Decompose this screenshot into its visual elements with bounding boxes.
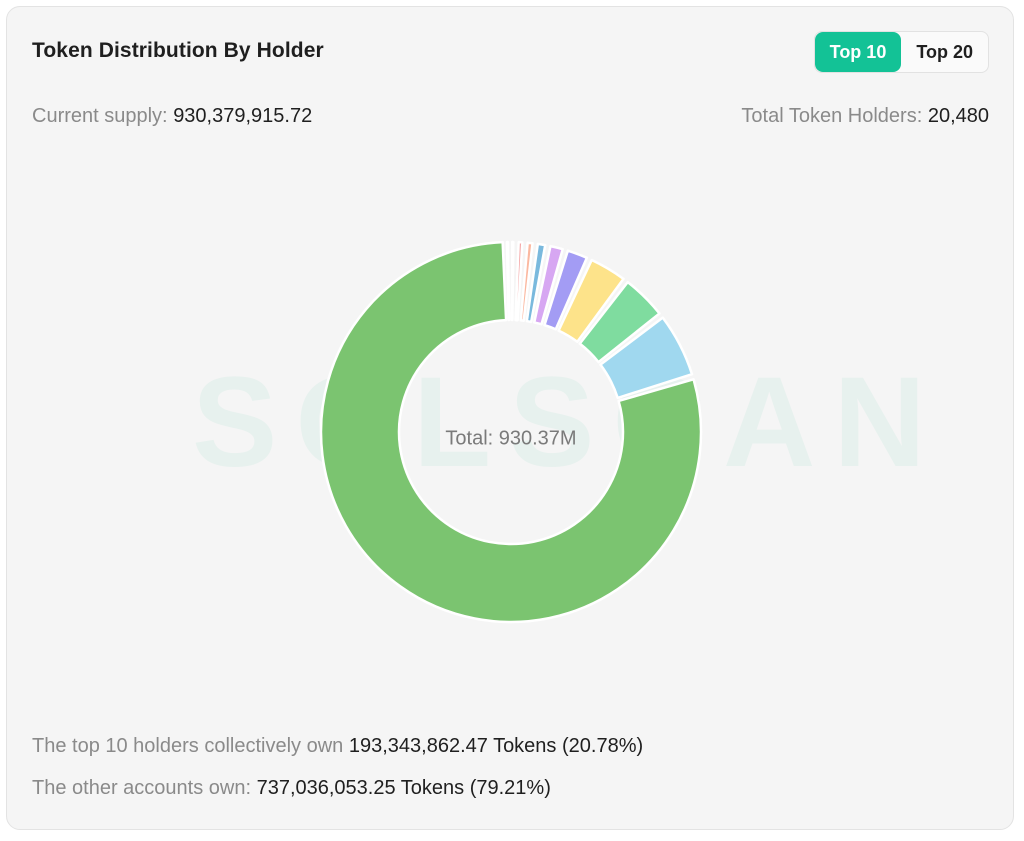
other-accounts-value: 737,036,053.25 Tokens (79.21%): [256, 777, 551, 799]
top-holders-summary: The top 10 holders collectively own 193,…: [32, 735, 643, 758]
solscan-watermark: SOLSCAN: [192, 351, 944, 494]
total-holders-value: 20,480: [927, 105, 989, 127]
total-holders-label: Total Token Holders:: [741, 105, 923, 127]
current-supply-value: 930,379,915.72: [173, 105, 313, 127]
donut-slice-7[interactable]: [525, 242, 547, 324]
donut-slice-4[interactable]: [557, 258, 625, 343]
donut-center-label: Total: 930.37M: [445, 427, 576, 449]
donut-slice-5[interactable]: [543, 249, 589, 331]
donut-slices: [319, 240, 703, 624]
other-accounts-label: The other accounts own:: [32, 777, 252, 799]
donut-slice-3[interactable]: [578, 280, 661, 364]
donut-slice-10[interactable]: [510, 240, 515, 322]
donut-slice-1[interactable]: [319, 240, 703, 624]
top-20-button[interactable]: Top 20: [916, 42, 973, 62]
token-distribution-card: SOLSCAN Token Distribution By Holder Top…: [6, 6, 1014, 830]
donut-slice-2[interactable]: [599, 316, 694, 400]
donut-slice-8[interactable]: [519, 241, 534, 322]
total-holders: Total Token Holders: 20,480: [741, 105, 989, 128]
holder-donut-chart: Total: 930.37M: [319, 240, 703, 624]
card-title: Token Distribution By Holder: [32, 39, 324, 62]
top-holders-label: The top 10 holders collectively own: [32, 735, 344, 757]
donut-slice-11[interactable]: [505, 240, 511, 322]
other-accounts-summary: The other accounts own: 737,036,053.25 T…: [32, 777, 551, 800]
current-supply: Current supply: 930,379,915.72: [32, 105, 312, 128]
top-n-toggle: Top 10 Top 20: [813, 31, 989, 73]
current-supply-label: Current supply:: [32, 105, 168, 127]
donut-slice-6[interactable]: [533, 244, 564, 326]
top-10-button[interactable]: Top 10: [814, 32, 902, 72]
donut-slice-9[interactable]: [514, 240, 524, 322]
top-holders-value: 193,343,862.47 Tokens (20.78%): [348, 735, 644, 757]
